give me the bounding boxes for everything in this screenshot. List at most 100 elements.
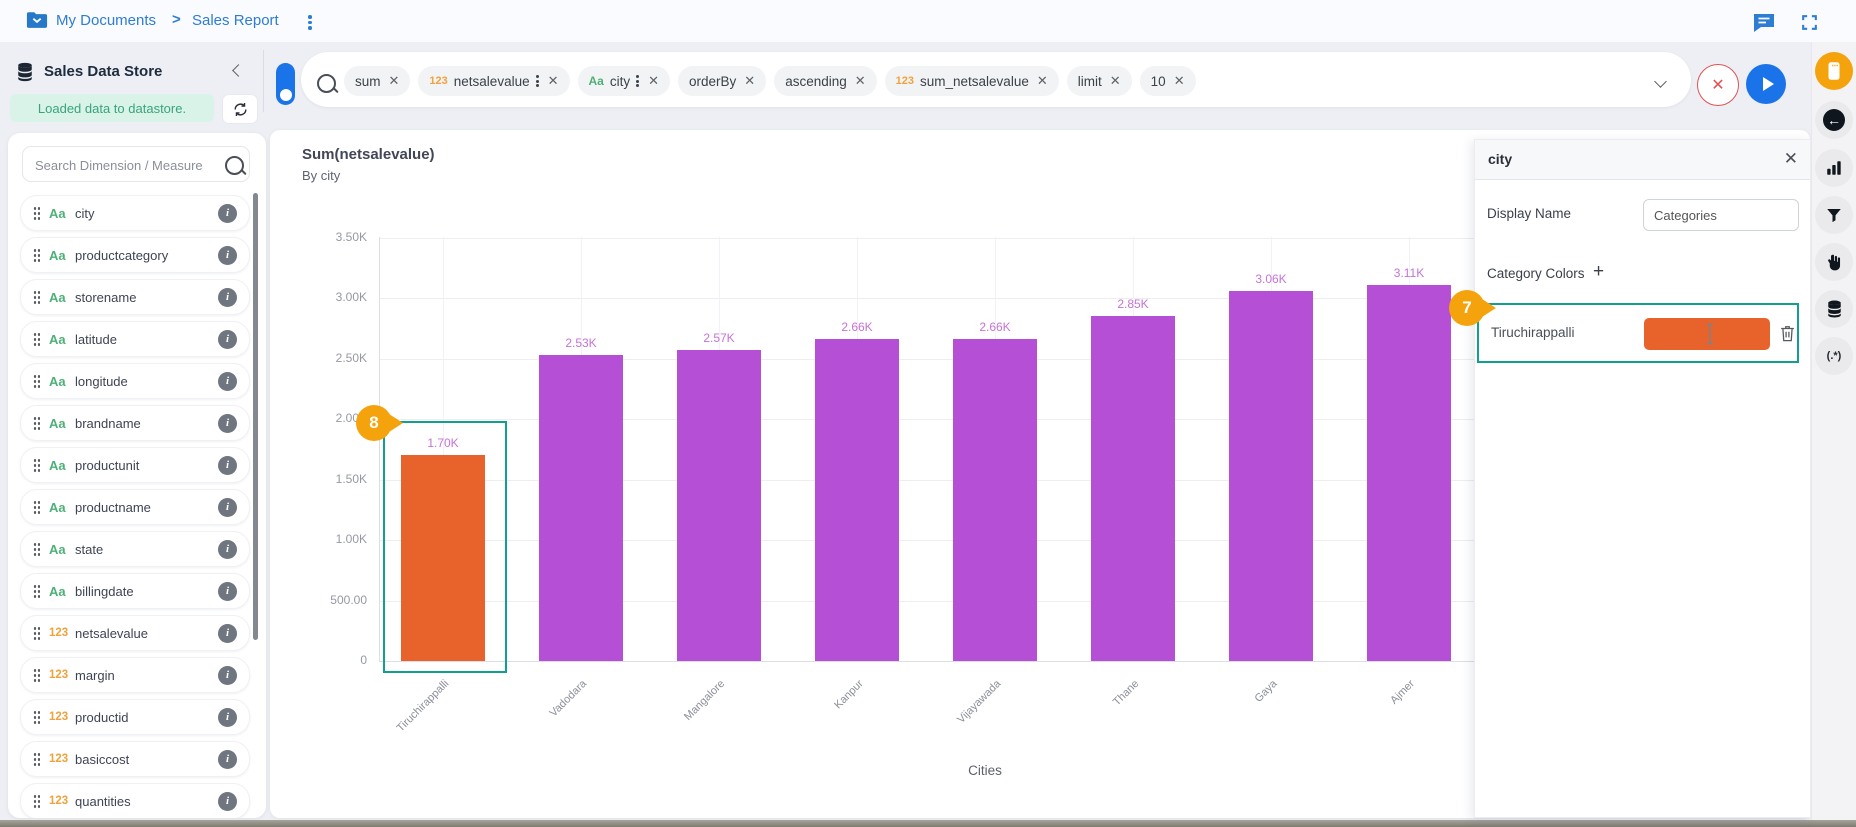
filter-button[interactable] (1815, 196, 1853, 234)
collapse-sidebar-icon[interactable] (232, 64, 245, 77)
chip-remove-icon[interactable]: ✕ (388, 73, 400, 88)
field-item[interactable]: Aa productcategory i (20, 237, 250, 273)
info-icon[interactable]: i (218, 203, 237, 223)
field-item[interactable]: Aa city i (20, 195, 250, 231)
field-item[interactable]: Aa billingdate i (20, 573, 250, 609)
info-icon[interactable]: i (218, 707, 237, 727)
fullscreen-icon[interactable] (1800, 13, 1819, 32)
field-item[interactable]: Aa state i (20, 531, 250, 567)
query-mode-toggle[interactable] (276, 63, 295, 105)
display-name-input[interactable] (1643, 199, 1799, 231)
delete-icon[interactable] (1779, 324, 1796, 343)
drag-handle-icon[interactable] (33, 751, 40, 767)
cancel-query-button[interactable]: ✕ (1697, 64, 1739, 106)
folder-icon[interactable] (26, 11, 48, 30)
query-chip[interactable]: sum ✕ (344, 66, 411, 96)
chip-remove-icon[interactable]: ✕ (1109, 73, 1121, 88)
info-icon[interactable]: i (218, 287, 237, 307)
chart-bar[interactable] (1091, 316, 1175, 661)
chip-remove-icon[interactable]: ✕ (854, 73, 866, 88)
field-item[interactable]: Aa productname i (20, 489, 250, 525)
run-query-button[interactable] (1746, 64, 1786, 104)
drag-handle-icon[interactable] (33, 331, 40, 347)
chart-bar[interactable] (815, 339, 899, 661)
chart-bar[interactable] (539, 354, 623, 661)
chip-remove-icon[interactable]: ✕ (1173, 73, 1185, 88)
field-item[interactable]: 123 quantities i (20, 783, 250, 818)
chip-remove-icon[interactable]: ✕ (1036, 73, 1048, 88)
chat-icon[interactable] (1752, 12, 1776, 33)
query-chip[interactable]: 123 netsalevalue ✕ (418, 66, 570, 96)
info-icon[interactable]: i (218, 623, 237, 643)
drag-handle-icon[interactable] (33, 709, 40, 725)
chip-menu-icon[interactable] (636, 74, 640, 89)
field-item[interactable]: 123 basiccost i (20, 741, 250, 777)
query-chip[interactable]: 123 sum_netsalevalue ✕ (884, 66, 1059, 96)
query-chip[interactable]: limit ✕ (1066, 66, 1132, 96)
query-chip[interactable]: 10 ✕ (1139, 66, 1196, 96)
y-axis-tick: 1.50K (335, 471, 367, 486)
info-icon[interactable]: i (218, 455, 237, 475)
chip-remove-icon[interactable]: ✕ (744, 73, 756, 88)
drag-handle-icon[interactable] (33, 247, 40, 263)
drag-handle-icon[interactable] (33, 415, 40, 431)
info-icon[interactable]: i (218, 749, 237, 769)
info-icon[interactable]: i (218, 245, 237, 265)
report-menu-icon[interactable] (308, 13, 312, 32)
drag-handle-icon[interactable] (33, 457, 40, 473)
info-icon[interactable]: i (218, 329, 237, 349)
chart-bar[interactable] (1229, 290, 1313, 661)
field-item[interactable]: 123 margin i (20, 657, 250, 693)
sidebar-scrollbar[interactable] (253, 193, 258, 640)
field-item[interactable]: Aa storename i (20, 279, 250, 315)
add-category-color-icon[interactable]: + (1593, 261, 1605, 282)
drag-handle-icon[interactable] (33, 373, 40, 389)
query-chip[interactable]: orderBy ✕ (678, 66, 767, 96)
datastore-button[interactable] (1815, 290, 1853, 328)
field-item[interactable]: Aa brandname i (20, 405, 250, 441)
field-item[interactable]: Aa latitude i (20, 321, 250, 357)
query-chip[interactable]: Aa city ✕ (577, 66, 670, 96)
category-color-swatch[interactable] (1644, 318, 1770, 350)
drag-handle-icon[interactable] (33, 625, 40, 641)
chart-bar[interactable] (677, 350, 761, 661)
drag-handle-icon[interactable] (33, 499, 40, 515)
chart-type-button[interactable] (1815, 149, 1853, 187)
chart-bar[interactable] (1367, 284, 1451, 661)
chip-remove-icon[interactable]: ✕ (547, 73, 559, 88)
category-color-row: Tiruchirappalli (1477, 303, 1799, 363)
drag-handle-icon[interactable] (33, 793, 40, 809)
drag-handle-icon[interactable] (33, 583, 40, 599)
field-item[interactable]: 123 netsalevalue i (20, 615, 250, 651)
query-chip[interactable]: ascending ✕ (774, 66, 877, 96)
close-icon[interactable]: ✕ (1783, 149, 1798, 168)
regex-button[interactable]: (.*) (1815, 337, 1853, 375)
card-view-button[interactable] (1815, 52, 1853, 90)
field-search-input[interactable] (33, 148, 217, 182)
drag-handle-icon[interactable] (33, 667, 40, 683)
info-icon[interactable]: i (218, 539, 237, 559)
refresh-button[interactable] (222, 94, 258, 124)
drag-handle-icon[interactable] (33, 289, 40, 305)
info-icon[interactable]: i (218, 665, 237, 685)
field-search-box[interactable] (22, 146, 250, 182)
drag-handle-icon[interactable] (33, 205, 40, 221)
drag-handle-icon[interactable] (33, 541, 40, 557)
field-item[interactable]: Aa productunit i (20, 447, 250, 483)
info-icon[interactable]: i (218, 371, 237, 391)
interaction-button[interactable] (1815, 243, 1853, 281)
field-item[interactable]: 123 productid i (20, 699, 250, 735)
field-item[interactable]: Aa longitude i (20, 363, 250, 399)
chip-menu-icon[interactable] (535, 74, 540, 89)
chart-bar[interactable] (953, 339, 1037, 661)
info-icon[interactable]: i (218, 497, 237, 517)
info-icon[interactable]: i (218, 581, 237, 601)
chip-remove-icon[interactable]: ✕ (648, 73, 659, 88)
breadcrumb-sales-report[interactable]: Sales Report (192, 12, 279, 29)
breadcrumb-my-documents[interactable]: My Documents (56, 12, 157, 29)
right-toolbar: ← (.*) (1811, 42, 1856, 820)
back-button[interactable]: ← (1815, 101, 1853, 139)
info-icon[interactable]: i (218, 791, 237, 811)
chart-bar[interactable] (401, 455, 485, 661)
info-icon[interactable]: i (218, 413, 237, 433)
